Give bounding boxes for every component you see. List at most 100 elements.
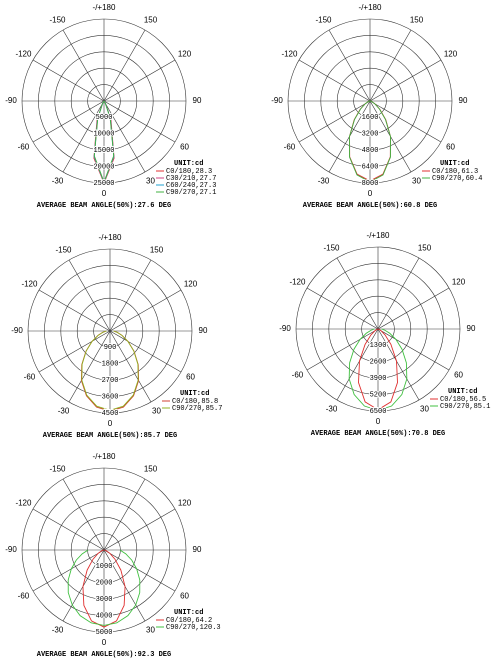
angle-label: 60 xyxy=(446,143,455,152)
grid-spoke xyxy=(38,330,111,373)
angle-label: 30 xyxy=(152,407,161,416)
grid-spoke xyxy=(369,29,412,102)
grid-spoke xyxy=(103,549,176,592)
unit-label: UNIT:cd xyxy=(440,160,469,168)
grid-spoke xyxy=(62,29,105,102)
unit-label: UNIT:cd xyxy=(174,609,203,617)
angle-label: -60 xyxy=(18,592,30,601)
angle-label: 60 xyxy=(180,592,189,601)
angle-label: -150 xyxy=(49,16,66,25)
grid-spoke xyxy=(103,59,176,102)
angle-label: 150 xyxy=(410,16,424,25)
grid-spoke xyxy=(109,289,182,332)
angle-label: -30 xyxy=(58,407,70,416)
angle-label: 30 xyxy=(420,405,429,414)
grid-spoke xyxy=(336,257,379,330)
grid-spoke xyxy=(103,100,176,143)
r-tick-label: 1600 xyxy=(362,114,379,122)
angle-label: 90 xyxy=(459,96,468,105)
grid-spoke xyxy=(62,478,105,551)
angle-label: 0 xyxy=(102,638,107,647)
grid-spoke xyxy=(377,328,450,371)
legend-label: C0/180,85.8 xyxy=(172,398,218,406)
angle-label: 150 xyxy=(144,16,158,25)
angle-label: -120 xyxy=(15,50,32,59)
angle-label: 90 xyxy=(199,326,208,335)
angle-label: -60 xyxy=(292,371,304,380)
angle-label: 120 xyxy=(452,278,466,287)
grid-spoke xyxy=(32,100,105,143)
grid-spoke xyxy=(62,100,105,173)
grid-spoke xyxy=(109,330,182,373)
angle-label: -60 xyxy=(24,373,36,382)
angle-label: -90 xyxy=(5,96,17,105)
angle-label: 30 xyxy=(146,177,155,186)
angle-label: -60 xyxy=(284,143,296,152)
r-tick-label: 4800 xyxy=(362,147,379,155)
angle-label: -30 xyxy=(318,177,330,186)
angle-label: -60 xyxy=(18,143,30,152)
r-tick-label: 15000 xyxy=(93,147,114,155)
legend-label: C30/210,27.7 xyxy=(166,175,216,183)
footer: AVERAGE BEAM ANGLE(50%):92.3 DEG xyxy=(37,651,171,659)
footer: AVERAGE BEAM ANGLE(50%):27.6 DEG xyxy=(37,202,171,210)
angle-label: -90 xyxy=(11,326,23,335)
curve xyxy=(349,100,391,183)
angle-label: -/+180 xyxy=(367,231,390,240)
curve xyxy=(67,549,141,626)
grid-spoke xyxy=(306,328,379,371)
r-tick-label: 3000 xyxy=(96,596,113,604)
legend-label: C0/180,64.2 xyxy=(166,617,212,625)
angle-label: 150 xyxy=(150,246,164,255)
angle-label: 0 xyxy=(108,419,113,428)
r-tick-label: 1800 xyxy=(102,361,119,369)
angle-label: 30 xyxy=(412,177,421,186)
angle-label: -120 xyxy=(281,50,298,59)
legend-label: C90/270,120.3 xyxy=(166,624,221,632)
grid-spoke xyxy=(298,59,371,102)
r-tick-label: 8000 xyxy=(362,180,379,188)
grid-spoke xyxy=(306,287,379,330)
r-tick-label: 900 xyxy=(104,344,117,352)
r-tick-label: 6500 xyxy=(370,408,387,416)
angle-label: -150 xyxy=(315,16,332,25)
r-tick-label: 4500 xyxy=(102,410,119,418)
r-tick-label: 25000 xyxy=(93,180,114,188)
r-tick-label: 5000 xyxy=(96,114,113,122)
curve xyxy=(82,549,126,628)
r-tick-label: 3600 xyxy=(102,393,119,401)
r-tick-label: 3900 xyxy=(370,375,387,383)
r-tick-label: 3200 xyxy=(362,131,379,139)
angle-label: 30 xyxy=(146,626,155,635)
r-tick-label: 6400 xyxy=(362,163,379,171)
angle-label: 60 xyxy=(454,371,463,380)
angle-label: 120 xyxy=(184,280,198,289)
footer: AVERAGE BEAM ANGLE(50%):60.8 DEG xyxy=(303,202,437,210)
grid-spoke xyxy=(377,328,420,401)
angle-label: -30 xyxy=(52,626,64,635)
grid-spoke xyxy=(32,59,105,102)
angle-label: -/+180 xyxy=(99,233,122,242)
legend-label: C90/270,85.7 xyxy=(172,405,222,413)
grid-spoke xyxy=(298,100,371,143)
angle-label: -30 xyxy=(326,405,338,414)
angle-label: -120 xyxy=(15,499,32,508)
angle-label: -120 xyxy=(289,278,306,287)
legend-label: C0/180,56.5 xyxy=(440,396,486,404)
grid-spoke xyxy=(109,259,152,332)
angle-label: 90 xyxy=(193,96,202,105)
angle-label: -150 xyxy=(323,244,340,253)
angle-label: -/+180 xyxy=(93,3,116,12)
angle-label: 150 xyxy=(144,465,158,474)
legend-label: C0/180,28.3 xyxy=(166,168,212,176)
grid-spoke xyxy=(38,289,111,332)
grid-spoke xyxy=(369,100,442,143)
angle-label: -90 xyxy=(5,545,17,554)
grid-spoke xyxy=(68,330,111,403)
angle-label: -/+180 xyxy=(359,3,382,12)
angle-label: -150 xyxy=(55,246,72,255)
angle-label: -120 xyxy=(21,280,38,289)
unit-label: UNIT:cd xyxy=(180,390,209,398)
angle-label: 90 xyxy=(467,324,476,333)
r-tick-label: 2600 xyxy=(370,359,387,367)
